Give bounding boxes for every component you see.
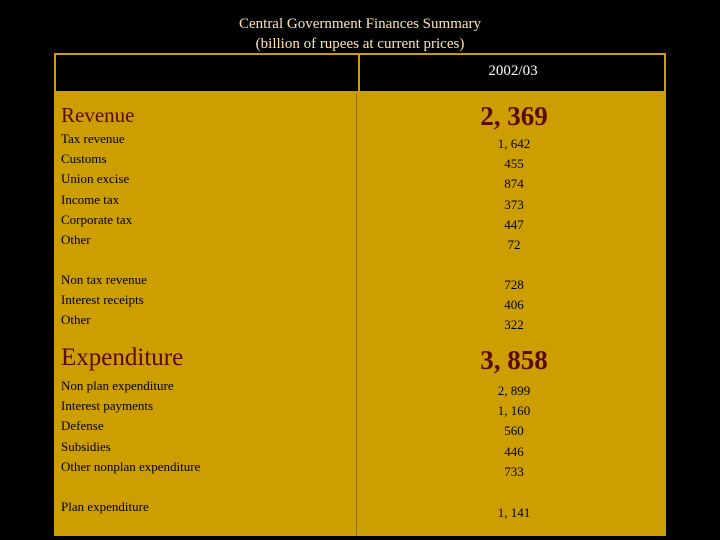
expenditure-total: 3, 858	[480, 345, 548, 375]
row-value: 1, 642	[497, 136, 531, 151]
row-value: 560	[504, 423, 524, 439]
plan-expenditure-label: Plan expenditure	[61, 499, 149, 514]
row-label: Other	[61, 312, 91, 328]
row-value: 455	[504, 156, 524, 172]
header-divider	[358, 55, 360, 91]
row-value: 728	[504, 277, 524, 292]
row-label: Non tax revenue	[61, 272, 147, 287]
expenditure-heading: Expenditure	[61, 344, 184, 371]
nontax-revenue-values: 728 406 322	[454, 275, 574, 336]
row-value: 2, 899	[497, 383, 531, 398]
plan-expenditure-value: 1, 141	[497, 505, 531, 520]
title-line-1: Central Government Finances Summary	[238, 16, 482, 32]
row-label: Customs	[61, 151, 107, 167]
row-label: Other	[61, 232, 91, 248]
row-value: 733	[504, 463, 524, 479]
nonplan-expenditure-labels: Non plan expenditure Interest payments D…	[61, 376, 200, 477]
row-value: 406	[504, 297, 524, 313]
row-value: 447	[504, 216, 524, 232]
title-line-2: (billion of rupees at current prices)	[255, 36, 465, 52]
period-header: 2002/03	[488, 63, 538, 79]
row-label: Interest receipts	[61, 292, 144, 308]
row-label: Non plan expenditure	[61, 378, 174, 393]
row-label: Tax revenue	[61, 131, 125, 146]
row-value: 1, 160	[497, 403, 531, 419]
row-label: Other nonplan expenditure	[61, 458, 201, 474]
row-label: Interest payments	[61, 398, 154, 414]
column-divider	[356, 93, 357, 536]
revenue-total: 2, 369	[480, 101, 548, 131]
row-label: Subsidies	[61, 438, 111, 454]
row-value: 373	[504, 196, 524, 212]
slide-title: Central Government Finances Summary (bil…	[0, 14, 720, 54]
row-label: Income tax	[61, 191, 120, 207]
row-value: 446	[504, 443, 524, 459]
table-header: 2002/03	[54, 53, 666, 93]
row-label: Corporate tax	[61, 211, 133, 227]
tax-revenue-values: 1, 642 455 874 373 447 72	[454, 134, 574, 255]
row-label: Defense	[61, 418, 104, 434]
row-value: 322	[504, 317, 524, 333]
row-value: 874	[504, 176, 524, 192]
row-value: 72	[507, 237, 521, 253]
tax-revenue-labels: Tax revenue Customs Union excise Income …	[61, 129, 132, 250]
nontax-revenue-labels: Non tax revenue Interest receipts Other	[61, 270, 147, 331]
finance-table: 2002/03 Revenue 2, 369 Tax revenue Custo…	[54, 53, 666, 536]
revenue-heading: Revenue	[61, 103, 135, 127]
row-label: Union excise	[61, 171, 130, 187]
nonplan-expenditure-values: 2, 899 1, 160 560 446 733	[454, 381, 574, 482]
